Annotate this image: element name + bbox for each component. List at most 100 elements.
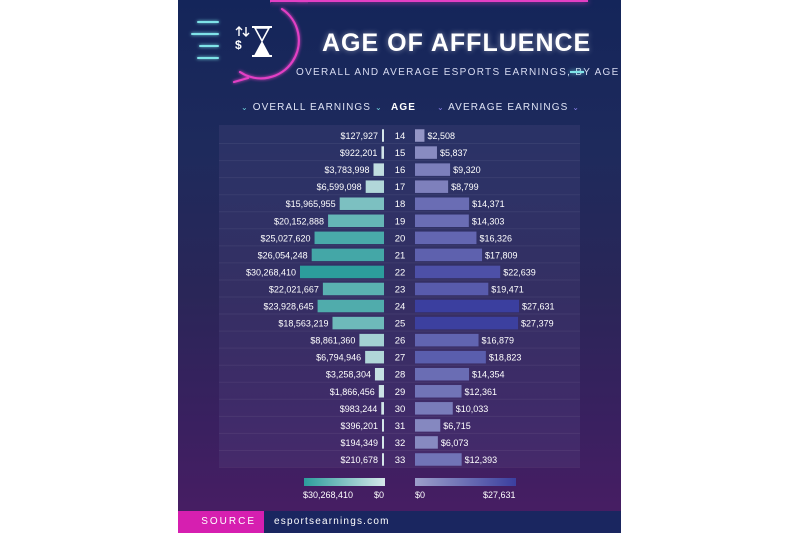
overall-label: $20,152,888 — [274, 216, 324, 226]
svg-text:$: $ — [235, 38, 242, 52]
average-label: $6,073 — [441, 438, 469, 448]
average-bar — [415, 180, 449, 193]
average-label: $14,371 — [472, 199, 505, 209]
age-label: 25 — [395, 319, 406, 330]
overall-label: $6,794,946 — [316, 353, 361, 363]
average-label: $14,303 — [472, 216, 505, 226]
average-bar — [415, 299, 519, 313]
overall-bar — [317, 299, 384, 313]
average-bar — [415, 367, 470, 381]
overall-bar — [328, 214, 384, 228]
average-label: $16,879 — [482, 336, 515, 346]
age-label: 14 — [395, 131, 406, 142]
age-label: 30 — [395, 404, 406, 415]
overall-label: $210,678 — [340, 455, 378, 465]
average-bar — [415, 163, 451, 176]
overall-label: $922,201 — [340, 148, 378, 158]
overall-label: $23,928,645 — [264, 302, 314, 312]
average-bar — [415, 197, 470, 210]
overall-bar — [382, 436, 384, 449]
average-bar — [415, 265, 501, 279]
average-label: $16,326 — [479, 233, 512, 243]
overall-label: $983,244 — [340, 404, 378, 414]
overall-bar — [374, 367, 384, 381]
overall-legend-gradient — [304, 478, 385, 486]
average-bar — [415, 419, 441, 432]
chevron-down-icon: ⌄ — [437, 103, 445, 112]
source-footer: SOURCE esportsearnings.com — [178, 511, 621, 533]
legend-overall-min: $0 — [374, 490, 385, 500]
average-bar — [415, 436, 438, 449]
average-bar — [415, 282, 489, 296]
overall-bar — [365, 180, 384, 193]
overall-bar — [381, 402, 384, 415]
age-label: 32 — [395, 438, 406, 449]
legend-average-max: $27,631 — [483, 490, 516, 500]
overall-label: $3,258,304 — [326, 370, 371, 380]
overall-label: $26,054,248 — [258, 250, 308, 260]
overall-bar — [339, 197, 384, 210]
average-bar — [415, 231, 477, 245]
source-link[interactable]: esportsearnings.com — [274, 516, 390, 527]
average-label: $18,823 — [489, 353, 522, 363]
header-average-earnings: ⌄ AVERAGE EARNINGS ⌄ — [437, 102, 580, 113]
overall-bar — [373, 163, 384, 176]
average-bar — [415, 129, 425, 142]
average-bar — [415, 214, 469, 228]
chevron-down-icon: ⌄ — [572, 103, 581, 112]
legend-average-min: $0 — [415, 490, 426, 500]
overall-label: $8,861,360 — [310, 336, 355, 346]
overall-bar — [365, 350, 384, 364]
average-label: $12,361 — [465, 387, 498, 397]
age-label: 31 — [395, 421, 406, 432]
age-label: 21 — [395, 250, 406, 261]
overall-label: $15,965,955 — [286, 199, 336, 209]
average-bar — [415, 453, 462, 466]
header-age: AGE — [391, 102, 416, 113]
average-label: $5,837 — [440, 148, 468, 158]
age-label: 29 — [395, 387, 406, 398]
average-bar — [415, 248, 483, 262]
chart-background — [219, 125, 580, 467]
page-subtitle: OVERALL AND AVERAGE ESPORTS EARNINGS, BY… — [296, 67, 620, 78]
overall-bar — [382, 419, 384, 432]
average-label: $27,631 — [522, 302, 555, 312]
overall-label: $127,927 — [340, 131, 378, 141]
age-label: 24 — [395, 302, 406, 313]
neon-logo-icon: $ — [191, 0, 308, 84]
diverging-bar-chart: $127,927 14 $2,508 $922,201 15 $5,837 $3,783,9… — [219, 129, 580, 468]
overall-label: $396,201 — [340, 421, 378, 431]
overall-bar — [382, 129, 384, 142]
overall-label: $30,268,410 — [246, 267, 296, 277]
header-average-label: AVERAGE EARNINGS — [448, 102, 569, 113]
hourglass-icon — [252, 26, 272, 57]
age-label: 20 — [395, 233, 406, 244]
average-label: $8,799 — [451, 182, 479, 192]
average-bar — [415, 402, 453, 415]
overall-label: $194,349 — [340, 438, 378, 448]
age-label: 26 — [395, 336, 406, 347]
age-label: 16 — [395, 165, 406, 176]
chevron-down-icon: ⌄ — [374, 103, 383, 112]
average-bar — [415, 146, 437, 159]
overall-bar — [311, 248, 384, 262]
age-label: 22 — [395, 267, 406, 278]
age-label: 15 — [395, 148, 406, 159]
age-label: 28 — [395, 370, 406, 381]
subtitle-dash — [570, 71, 584, 73]
age-label: 18 — [395, 199, 406, 210]
overall-bar — [378, 385, 384, 398]
overall-label: $18,563,219 — [278, 319, 328, 329]
overall-label: $3,783,998 — [324, 165, 369, 175]
average-label: $27,379 — [521, 319, 554, 329]
average-bar — [415, 350, 486, 364]
age-label: 23 — [395, 284, 406, 295]
average-label: $6,715 — [443, 421, 471, 431]
overall-label: $25,027,620 — [260, 233, 310, 243]
overall-bar — [359, 333, 384, 347]
top-neon-line — [270, 0, 588, 4]
overall-label: $6,599,098 — [317, 182, 362, 192]
average-label: $12,393 — [465, 455, 498, 465]
average-label: $19,471 — [491, 284, 524, 294]
dollar-arrows-icon: $ — [235, 26, 250, 52]
